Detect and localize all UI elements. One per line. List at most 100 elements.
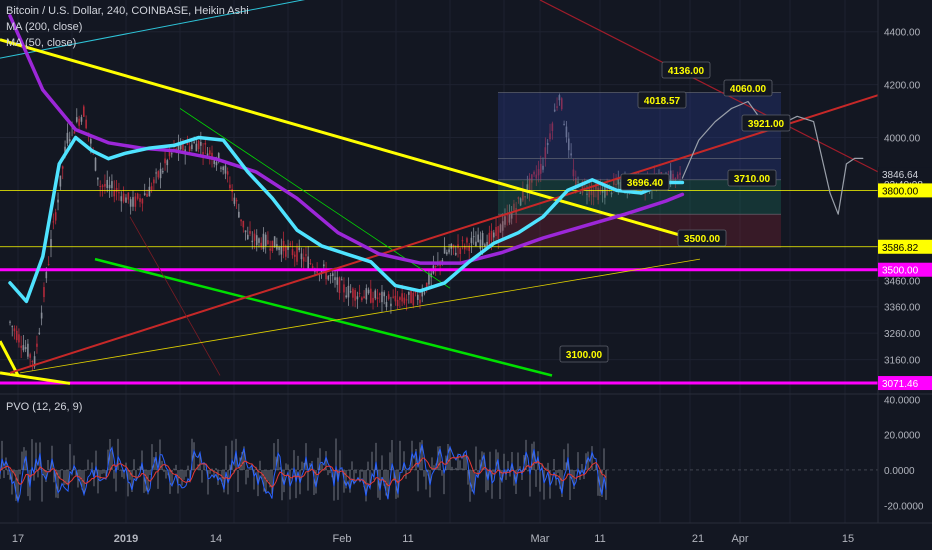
pvo-signal-line — [0, 454, 607, 489]
callout-box — [741, 114, 791, 132]
candle-body — [162, 171, 164, 173]
candle-body — [565, 126, 568, 138]
candle-body — [399, 297, 401, 300]
cyan-channel-line — [0, 0, 306, 59]
candle-body — [408, 291, 410, 295]
candle-body — [186, 141, 189, 145]
candle-body — [454, 252, 457, 255]
candle-body — [522, 191, 524, 201]
candle-body — [305, 254, 307, 256]
pvo-tick-label: -20.0000 — [884, 501, 924, 512]
candle-body — [401, 293, 403, 302]
candle-body — [287, 245, 289, 250]
candle-body — [36, 343, 38, 347]
candle-body — [155, 172, 157, 174]
candle-body — [488, 232, 491, 247]
candle-body — [164, 158, 166, 164]
candle-body — [57, 199, 59, 203]
candle-body — [510, 211, 513, 219]
candle-body — [539, 163, 542, 174]
price-tick-label: 3160.00 — [884, 356, 921, 367]
candle-body — [497, 226, 500, 240]
candle-body — [59, 175, 62, 187]
current-price-badge-bg — [878, 167, 932, 182]
time-tick-label: 21 — [692, 533, 704, 545]
candle-body — [323, 264, 325, 267]
candle-body — [558, 95, 561, 101]
candle-body — [215, 162, 218, 166]
candle-body — [300, 253, 303, 260]
candle-body — [134, 196, 137, 207]
candle-body — [537, 169, 540, 176]
candle-body — [316, 269, 318, 274]
candle-body — [24, 347, 27, 350]
candle-body — [374, 290, 377, 299]
candle-body — [533, 171, 535, 175]
candle-body — [166, 160, 169, 166]
red-downtrend-line — [539, 0, 879, 173]
callout-box — [620, 173, 670, 191]
candle-body — [197, 140, 200, 150]
candle-body — [249, 231, 251, 234]
candle-body — [45, 271, 48, 279]
candle-body — [519, 198, 522, 206]
candle-body — [595, 184, 597, 190]
candle-body — [575, 177, 577, 188]
candle-body — [338, 277, 341, 293]
candle-body — [213, 160, 216, 164]
candle-body — [378, 293, 381, 296]
candle-body — [479, 239, 482, 249]
candle-body — [179, 142, 182, 150]
candle-body — [157, 171, 160, 178]
candle-body — [588, 186, 591, 198]
candle-body — [11, 326, 14, 328]
time-tick-label: 14 — [210, 533, 222, 545]
candle-body — [141, 198, 144, 204]
candle-body — [459, 248, 462, 254]
candle-body — [75, 117, 78, 122]
candle-body — [567, 138, 570, 151]
candle-body — [122, 193, 125, 202]
projection-box-red — [498, 214, 781, 247]
callout-box — [637, 91, 687, 109]
candle-body — [405, 299, 408, 301]
candle-body — [311, 266, 314, 268]
candle-body — [222, 166, 224, 171]
candle-body — [22, 345, 25, 351]
candle-body — [570, 153, 572, 156]
candle-body — [472, 236, 475, 238]
callout-label: 4136.00 — [668, 66, 705, 77]
level-3500-badge-bg — [878, 262, 932, 277]
candle-body — [613, 179, 615, 185]
callout-box — [559, 345, 609, 363]
candle-body — [193, 141, 195, 143]
price-tick-label: 4400.00 — [884, 28, 921, 39]
candle-body — [61, 166, 64, 169]
candle-body — [267, 240, 269, 244]
time-tick-label: Mar — [531, 533, 550, 545]
candle-body — [546, 142, 549, 146]
candle-body — [347, 285, 350, 298]
candle-body — [101, 185, 104, 188]
candle-body — [358, 292, 361, 294]
candle-body — [150, 186, 153, 191]
candle-body — [504, 216, 506, 225]
time-tick-label: 15 — [842, 533, 854, 545]
candle-body — [307, 256, 309, 269]
candle-body — [669, 170, 672, 183]
candle-body — [577, 181, 579, 183]
candle-body — [235, 199, 238, 202]
grid — [0, 0, 878, 523]
candle-body — [463, 245, 466, 250]
candle-body — [604, 186, 606, 198]
candle-body — [363, 296, 365, 299]
candle-body — [15, 330, 18, 341]
candle-body — [177, 142, 180, 152]
callout-box — [727, 169, 777, 187]
candle-body — [78, 118, 80, 126]
candle-body — [90, 139, 92, 144]
candle-body — [253, 233, 256, 241]
candle-body — [208, 150, 211, 155]
candle-body — [127, 192, 130, 200]
